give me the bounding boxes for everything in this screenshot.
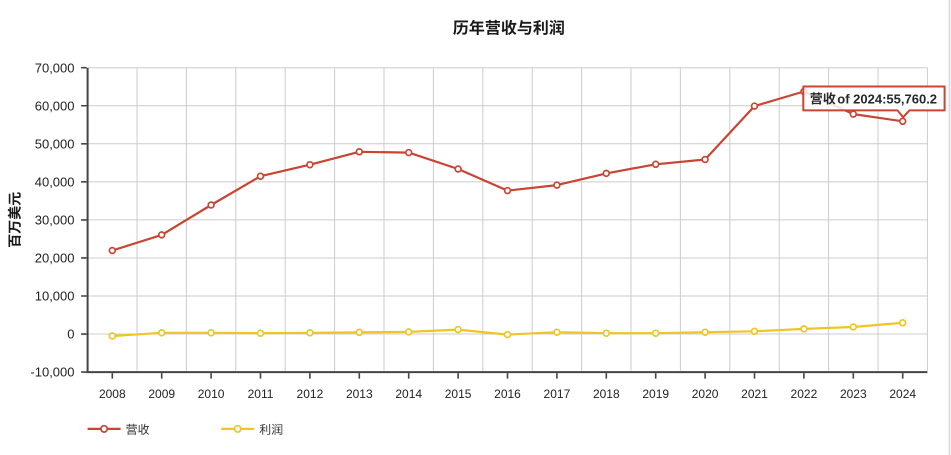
svg-text:2016: 2016 — [494, 387, 521, 401]
svg-text:60,000: 60,000 — [35, 98, 75, 113]
svg-text:2019: 2019 — [642, 387, 669, 401]
svg-text:2017: 2017 — [544, 387, 571, 401]
svg-text:2020: 2020 — [692, 387, 719, 401]
svg-text:30,000: 30,000 — [35, 213, 75, 228]
svg-text:70,000: 70,000 — [35, 60, 75, 75]
svg-text:20,000: 20,000 — [35, 251, 75, 266]
svg-text:10,000: 10,000 — [35, 289, 75, 304]
svg-text:2013: 2013 — [346, 387, 373, 401]
svg-text:of 2024:55,760.2: of 2024:55,760.2 — [837, 91, 937, 106]
svg-text:2009: 2009 — [148, 387, 175, 401]
svg-text:2024: 2024 — [889, 387, 916, 401]
svg-text:2015: 2015 — [445, 387, 472, 401]
svg-text:0: 0 — [67, 327, 74, 342]
svg-text:2010: 2010 — [198, 387, 225, 401]
svg-text:2018: 2018 — [593, 387, 620, 401]
svg-text:2011: 2011 — [248, 387, 274, 401]
svg-text:2022: 2022 — [791, 387, 818, 401]
svg-text:2012: 2012 — [297, 387, 324, 401]
svg-text:50,000: 50,000 — [35, 136, 75, 151]
svg-text:-10,000: -10,000 — [30, 365, 74, 380]
svg-text:2014: 2014 — [395, 387, 422, 401]
svg-text:2008: 2008 — [99, 387, 126, 401]
svg-text:40,000: 40,000 — [35, 174, 75, 189]
svg-text:2023: 2023 — [840, 387, 867, 401]
svg-text:2021: 2021 — [741, 387, 768, 401]
